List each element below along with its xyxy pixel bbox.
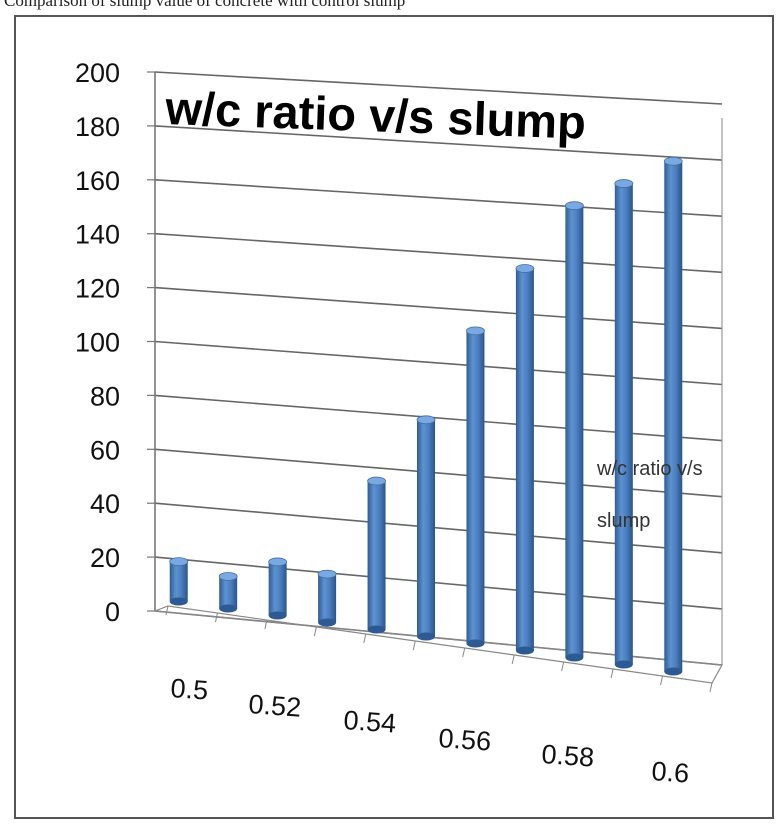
bar (218, 572, 238, 613)
y-tick-label: 0 (105, 597, 120, 627)
bar-top (466, 326, 485, 336)
gridline (154, 71, 723, 105)
y-tick-label: 100 (75, 328, 120, 358)
gridline (154, 232, 723, 274)
bar (614, 179, 634, 669)
bar-body (664, 161, 683, 672)
bar-base (515, 646, 534, 655)
x-tick-mark (165, 605, 169, 616)
bar-body (614, 183, 633, 665)
x-tick-label: 0.5 (170, 673, 210, 706)
bar-base (169, 597, 188, 606)
floor-plane (154, 605, 723, 684)
bar (416, 415, 436, 641)
y-tick-label: 200 (75, 58, 120, 88)
chart-title: w/c ratio v/s slump (164, 81, 587, 149)
bar-body (318, 574, 337, 623)
gridline (154, 340, 723, 386)
bar-top (367, 476, 386, 486)
bar-top (564, 201, 584, 211)
gridlines (154, 71, 723, 666)
gridline (154, 125, 723, 161)
bar-base (466, 639, 485, 648)
x-tick-mark (561, 661, 565, 672)
x-tick-mark (313, 626, 317, 637)
bar-base (565, 653, 584, 662)
bar-body (367, 481, 386, 630)
bars (169, 156, 683, 676)
y-tick-labels: 0 20 40 60 80 100 120 140 160 180 200 (75, 58, 120, 627)
bar-top (663, 156, 683, 166)
gridline (154, 286, 723, 330)
y-tick-label: 40 (90, 489, 120, 519)
x-tick-mark (214, 612, 218, 623)
bar-body (219, 576, 238, 609)
bar (466, 326, 485, 648)
caption-fragment: Comparison of slump value of concrete wi… (4, 0, 406, 10)
bar (367, 476, 386, 634)
y-tick-label: 20 (90, 543, 120, 573)
x-tick-label: 0.58 (541, 739, 596, 773)
bar-base (367, 625, 386, 634)
bar-body (466, 330, 485, 644)
gridline (154, 556, 723, 610)
chart-frame (14, 15, 774, 819)
x-tick-mark (462, 647, 466, 658)
bar (169, 557, 189, 606)
x-tick-mark (264, 619, 268, 630)
y-tick-label: 140 (75, 220, 120, 250)
x-tick-label: 0.52 (248, 689, 303, 723)
bar-base (219, 604, 238, 613)
x-tick-label: 0.6 (651, 756, 691, 789)
legend-label: w/c ratio v/s (596, 458, 703, 480)
x-tick-mark (363, 633, 367, 644)
y-tick-label: 160 (75, 166, 120, 196)
bar-top (317, 569, 337, 579)
bar-base (614, 660, 633, 669)
gridline (154, 394, 723, 442)
y-tick-label: 60 (90, 435, 120, 465)
x-tick-label: 0.54 (343, 705, 398, 739)
bar (515, 264, 535, 655)
bar-top (416, 415, 436, 425)
bar-base (318, 618, 337, 627)
legend-label: slump (597, 510, 650, 532)
y-tick-label: 80 (90, 381, 120, 411)
x-tick-mark (660, 675, 664, 686)
x-tick-mark (412, 640, 416, 651)
x-tick-mark (511, 654, 515, 665)
bar-top (268, 557, 288, 567)
bar (317, 569, 337, 627)
bar-body (565, 205, 584, 658)
bar-body (169, 561, 188, 602)
bar-base (417, 632, 435, 641)
bar-base (664, 667, 683, 676)
bar-body (268, 561, 287, 616)
gridline (154, 179, 723, 217)
x-tick-mark (610, 668, 614, 679)
bar-body (515, 268, 534, 651)
x-tick-mark (709, 682, 713, 693)
bar-top (515, 264, 535, 273)
bar (564, 201, 584, 662)
bar-top (614, 179, 634, 188)
bar (663, 156, 683, 676)
y-tick-label: 120 (75, 274, 120, 304)
x-tick-labels: 0.5 0.52 0.54 0.56 0.58 0.6 (170, 673, 691, 789)
x-tick-label: 0.56 (438, 723, 493, 757)
bar-base (268, 611, 287, 620)
bar-top (218, 572, 238, 581)
bar (268, 557, 288, 620)
y-tick-label: 180 (75, 112, 120, 142)
bar-top (169, 557, 189, 567)
bar-body (417, 419, 435, 637)
